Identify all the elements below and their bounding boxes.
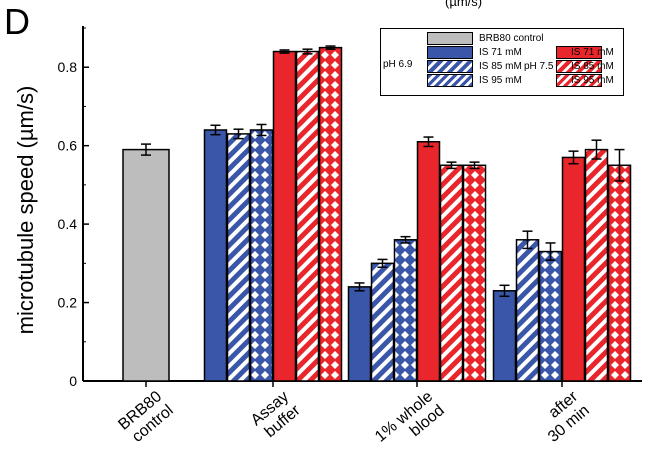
bar-blue-diamond-3 [538, 250, 563, 382]
bars-group [122, 45, 632, 382]
y-tick-label-1: 0.2 [58, 295, 78, 311]
bar-red-solid-2 [416, 140, 441, 382]
bar-red-solid-1 [272, 50, 297, 382]
bar-blue-diamond-2 [393, 239, 418, 382]
legend-swatch-blue-85 [427, 60, 473, 73]
legend-label-red-95: IS 95 mM [571, 75, 614, 86]
legend-label-blue-85: IS 85 mM [479, 61, 522, 72]
bar-blue-solid-3 [492, 290, 517, 382]
y-tick-label-0: 0 [69, 373, 77, 389]
panel-letter: D [4, 1, 30, 42]
y-tick-label-2: 0.4 [58, 216, 78, 232]
legend-ph-left: pH 6.9 [383, 59, 413, 70]
legend-swatch-blue-71 [427, 46, 473, 59]
y-tick-label-4: 0.8 [58, 59, 78, 75]
legend-label-blue-71: IS 71 mM [479, 47, 522, 58]
bar-red-stripe-1 [295, 50, 320, 382]
bar-red-stripe-3 [584, 148, 609, 382]
top-unit-label: (µm/s) [445, 0, 483, 9]
legend-swatch-control [427, 32, 473, 45]
bar-red-diamond-1 [318, 46, 343, 382]
bar-red-solid-3 [561, 156, 586, 382]
bar-blue-diamond-1 [249, 129, 274, 382]
legend-swatch-red-71 [556, 46, 602, 59]
legend-swatch-red-85 [556, 60, 602, 73]
legend-swatch-red-95 [556, 74, 602, 87]
bar-blue-stripe-2 [370, 262, 395, 382]
legend: BRB80 control pH 6.9 IS 71 mM IS 85 mM I… [380, 28, 624, 96]
legend-label-blue-95: IS 95 mM [479, 75, 522, 86]
bar-red-diamond-2 [462, 164, 487, 382]
bar-blue-solid-1 [203, 129, 228, 382]
bar-blue-stripe-1 [226, 133, 251, 382]
legend-label-red-85: IS 85 mM [571, 61, 614, 72]
bar-blue-stripe-3 [515, 239, 540, 382]
legend-label-control: BRB80 control [479, 33, 544, 44]
bar-control [122, 148, 170, 382]
bar-red-stripe-2 [439, 164, 464, 382]
y-tick-label-3: 0.6 [58, 138, 78, 154]
legend-swatch-blue-95 [427, 74, 473, 87]
legend-ph-right: pH 7.5 [524, 61, 554, 72]
bar-red-diamond-3 [607, 164, 632, 382]
bar-blue-solid-2 [347, 286, 372, 382]
legend-label-red-71: IS 71 mM [571, 47, 614, 58]
